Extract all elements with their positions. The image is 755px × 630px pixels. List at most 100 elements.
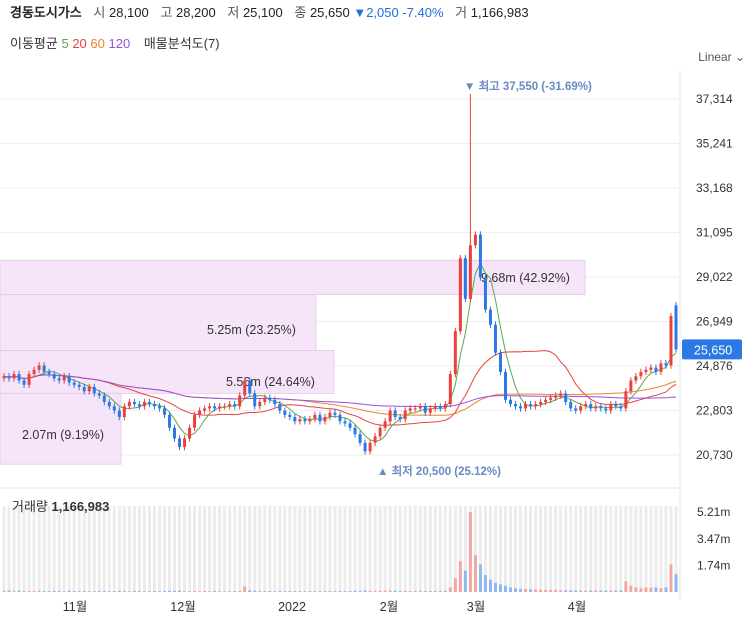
candle-body [228, 404, 232, 407]
volume-profile-toggle[interactable]: 매물분석도(7) [143, 36, 220, 51]
volume-bar [398, 590, 402, 592]
ma120-label[interactable]: 120 [108, 36, 131, 51]
x-tick-label: 4월 [568, 600, 586, 614]
volume-bar [238, 590, 242, 592]
ma5-label[interactable]: 5 [61, 36, 69, 51]
candle-body [233, 404, 237, 407]
volume-bar [483, 575, 487, 592]
volume-bar [12, 590, 16, 592]
volume-bar [293, 591, 297, 592]
volume-bar [142, 590, 146, 592]
candle-body [183, 438, 187, 448]
candle-body [107, 401, 111, 407]
price-tick-label: 37,314 [696, 92, 733, 106]
volume-bar [17, 590, 21, 592]
volume-bar [178, 590, 182, 592]
volume-bar [433, 590, 437, 592]
volume-bar [428, 590, 432, 592]
candle-body [127, 401, 131, 407]
ma60-label[interactable]: 60 [90, 36, 105, 51]
low-annotation: ▲ 최저 20,500 (25.12%) [377, 464, 501, 478]
candle-body [268, 397, 272, 400]
volume-bar [203, 591, 207, 592]
volume-bar [127, 591, 131, 592]
candle-body [413, 408, 417, 410]
volume-bar [147, 591, 151, 592]
volume-bar [373, 590, 377, 592]
candle-body [238, 395, 242, 407]
candle-body [448, 374, 452, 405]
candle-body [649, 367, 653, 370]
change-value: ▼2,050 -7.40% [353, 5, 444, 20]
volume-bar [383, 590, 387, 592]
candle-body [463, 258, 467, 299]
volume-bar [609, 590, 613, 592]
volume-bar [213, 591, 217, 592]
volume-bar [634, 587, 638, 592]
candle-body [22, 380, 26, 385]
candle-body [634, 376, 638, 381]
x-tick-label: 2월 [380, 600, 398, 614]
candle-body [614, 404, 618, 407]
candle-body [167, 414, 171, 428]
candle-body [514, 404, 518, 407]
candle-body [338, 414, 342, 422]
candle-body [7, 376, 11, 379]
volume-bar [283, 591, 287, 592]
volume-bar [22, 591, 26, 592]
volume-bar [654, 587, 658, 592]
volume-bar [569, 590, 573, 592]
candle-body [659, 363, 663, 372]
volume-bar [614, 590, 618, 592]
candle-body [92, 386, 96, 394]
candle-body [328, 412, 332, 418]
candle-body [443, 404, 447, 409]
volume-bar [122, 591, 126, 592]
candle-body [478, 234, 482, 278]
candle-body [288, 414, 292, 418]
ma20-label[interactable]: 20 [72, 36, 87, 51]
candle-body [669, 316, 673, 366]
price-tick-label: 20,730 [696, 448, 733, 462]
volume-bar [152, 591, 156, 592]
candle-body [609, 404, 613, 411]
candle-body [318, 414, 322, 422]
volume-tick-label: 1.74m [697, 558, 730, 572]
volume-bar [47, 591, 51, 592]
candle-body [12, 374, 16, 379]
volume-bar [498, 584, 502, 592]
candle-body [157, 406, 161, 409]
volume-bar [468, 512, 472, 592]
candle-body [458, 258, 462, 332]
moving-average-legend[interactable]: 이동평균 5 20 60 120 매물분석도(7) [10, 33, 220, 52]
volume-profile-label: 9.68m (42.92%) [481, 271, 570, 285]
volume-bar [77, 591, 81, 592]
candle-body [519, 406, 523, 409]
candle-body [544, 399, 548, 402]
candle-body [77, 384, 81, 387]
volume-bar [343, 591, 347, 592]
candle-body [213, 406, 217, 409]
candle-body [248, 380, 252, 394]
candle-body [589, 404, 593, 409]
candle-body [529, 404, 533, 407]
scale-dropdown[interactable]: Linear ⌄ [698, 50, 745, 64]
volume-bar [584, 590, 588, 592]
volume-bar [669, 564, 673, 592]
candle-body [298, 419, 302, 422]
volume-bar [62, 591, 66, 592]
candle-body [498, 352, 502, 372]
candle-body [137, 404, 141, 407]
volume-bar [233, 591, 237, 592]
volume-bar [423, 591, 427, 592]
price-tick-label: 22,803 [696, 404, 733, 418]
volume-bar [303, 591, 307, 592]
volume-bar [549, 590, 553, 592]
volume-bar [72, 591, 76, 592]
candle-body [208, 406, 212, 409]
volume-tick-label: 3.47m [697, 532, 730, 546]
volume-bar [132, 591, 136, 592]
volume-bar [7, 590, 11, 592]
volume-bar [173, 590, 177, 592]
